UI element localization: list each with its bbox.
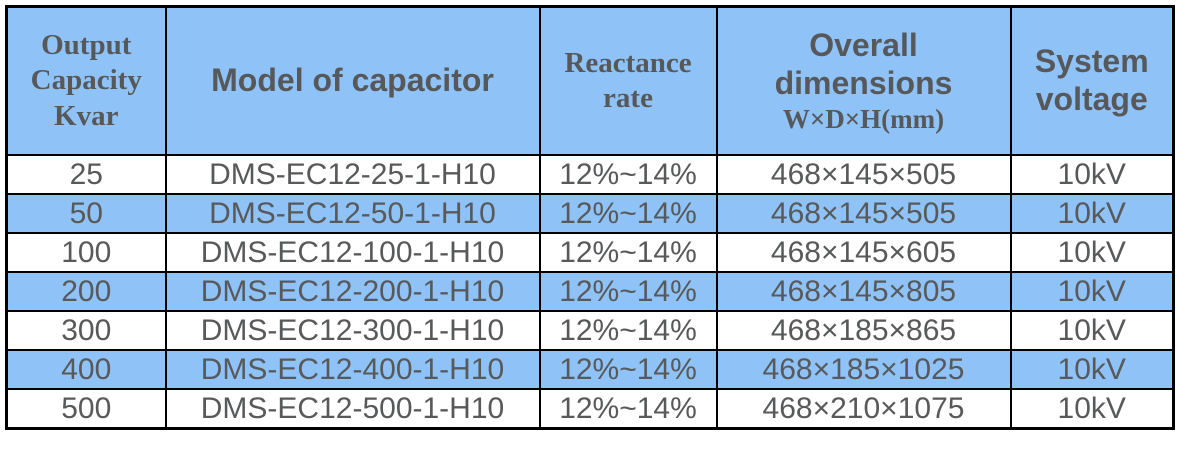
cell-reactance: 12%~14%: [538, 349, 718, 390]
cell-capacity: 25: [5, 154, 167, 195]
capacitor-spec-table: Output Capacity Kvar Model of capacitor …: [5, 5, 1175, 430]
cell-capacity: 300: [5, 310, 167, 351]
cell-reactance: 12%~14%: [538, 271, 718, 312]
table-row: 200 DMS-EC12-200-1-H10 12%~14% 468×145×8…: [5, 271, 1175, 312]
table-container: Output Capacity Kvar Model of capacitor …: [5, 5, 1175, 430]
table-row: 50 DMS-EC12-50-1-H10 12%~14% 468×145×505…: [5, 193, 1175, 234]
table-body: 25 DMS-EC12-25-1-H10 12%~14% 468×145×505…: [5, 154, 1175, 430]
header-dimensions-unit: W×D×H(mm): [782, 103, 945, 134]
cell-dimensions: 468×185×865: [715, 310, 1012, 351]
header-voltage-line1: System: [1034, 43, 1149, 80]
header-row: Output Capacity Kvar Model of capacitor …: [5, 5, 1175, 156]
header-overall-dimensions: Overall dimensions W×D×H(mm): [715, 5, 1012, 156]
cell-capacity: 50: [5, 193, 167, 234]
cell-dimensions: 468×210×1075: [715, 388, 1012, 430]
cell-reactance: 12%~14%: [538, 388, 718, 430]
cell-reactance: 12%~14%: [538, 154, 718, 195]
cell-voltage: 10kV: [1009, 310, 1175, 351]
header-reactance-rate: Reactance rate: [538, 5, 718, 156]
cell-dimensions: 468×145×605: [715, 232, 1012, 273]
cell-voltage: 10kV: [1009, 349, 1175, 390]
table-row: 100 DMS-EC12-100-1-H10 12%~14% 468×145×6…: [5, 232, 1175, 273]
header-reactance-line2: rate: [603, 82, 653, 114]
cell-model: DMS-EC12-50-1-H10: [164, 193, 541, 234]
cell-model: DMS-EC12-100-1-H10: [164, 232, 541, 273]
cell-model: DMS-EC12-25-1-H10: [164, 154, 541, 195]
cell-reactance: 12%~14%: [538, 232, 718, 273]
header-output-capacity: Output Capacity Kvar: [5, 5, 167, 156]
cell-voltage: 10kV: [1009, 154, 1175, 195]
table-header: Output Capacity Kvar Model of capacitor …: [5, 5, 1175, 156]
cell-model: DMS-EC12-400-1-H10: [164, 349, 541, 390]
cell-voltage: 10kV: [1009, 271, 1175, 312]
header-output-capacity-line1: Output: [41, 28, 132, 61]
header-model: Model of capacitor: [164, 5, 541, 156]
cell-reactance: 12%~14%: [538, 310, 718, 351]
table-row: 300 DMS-EC12-300-1-H10 12%~14% 468×185×8…: [5, 310, 1175, 351]
cell-model: DMS-EC12-200-1-H10: [164, 271, 541, 312]
table-row: 500 DMS-EC12-500-1-H10 12%~14% 468×210×1…: [5, 388, 1175, 430]
table-row: 400 DMS-EC12-400-1-H10 12%~14% 468×185×1…: [5, 349, 1175, 390]
cell-capacity: 400: [5, 349, 167, 390]
cell-dimensions: 468×145×505: [715, 193, 1012, 234]
cell-dimensions: 468×185×1025: [715, 349, 1012, 390]
cell-capacity: 200: [5, 271, 167, 312]
header-dimensions-line2: dimensions: [774, 64, 953, 101]
cell-model: DMS-EC12-300-1-H10: [164, 310, 541, 351]
cell-capacity: 500: [5, 388, 167, 430]
cell-dimensions: 468×145×805: [715, 271, 1012, 312]
cell-capacity: 100: [5, 232, 167, 273]
table-row: 25 DMS-EC12-25-1-H10 12%~14% 468×145×505…: [5, 154, 1175, 195]
cell-model: DMS-EC12-500-1-H10: [164, 388, 541, 430]
cell-reactance: 12%~14%: [538, 193, 718, 234]
header-dimensions-line1: Overall: [809, 27, 918, 64]
header-output-capacity-line2: Capacity: [30, 64, 142, 97]
header-output-capacity-line3: Kvar: [54, 99, 119, 132]
cell-voltage: 10kV: [1009, 388, 1175, 430]
header-voltage-line2: voltage: [1035, 81, 1148, 117]
cell-voltage: 10kV: [1009, 232, 1175, 273]
cell-dimensions: 468×145×505: [715, 154, 1012, 195]
header-model-label: Model of capacitor: [211, 62, 494, 99]
header-reactance-line1: Reactance: [564, 46, 692, 79]
cell-voltage: 10kV: [1009, 193, 1175, 234]
header-system-voltage: System voltage: [1009, 5, 1175, 156]
